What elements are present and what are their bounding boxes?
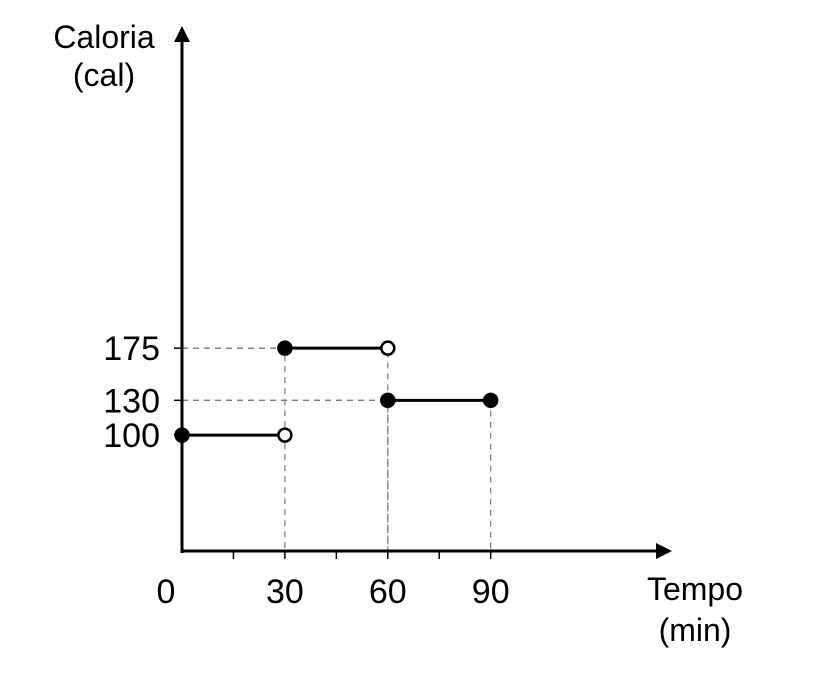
x-tick-label: 30	[266, 573, 304, 611]
closed-endpoint	[277, 340, 293, 356]
x-tick-label: 60	[369, 573, 407, 611]
open-endpoint	[277, 427, 293, 443]
guides-layer	[182, 347, 492, 551]
x-axis-title-line1: Tempo	[647, 571, 743, 607]
segments-layer	[174, 340, 499, 443]
open-endpoint	[380, 340, 396, 356]
guide-line	[182, 347, 286, 551]
y-axis-arrow	[174, 26, 190, 42]
closed-endpoint	[174, 427, 190, 443]
y-tick-label: 100	[103, 417, 160, 455]
guide-line	[182, 399, 492, 551]
axes	[174, 26, 672, 559]
x-tick-label: 0	[157, 573, 176, 611]
x-axis-arrow	[656, 543, 672, 559]
labels-layer: Caloria (cal) Tempo (min)	[53, 19, 743, 648]
x-tick-label: 90	[472, 573, 510, 611]
y-axis-title-line1: Caloria	[53, 19, 155, 55]
closed-endpoint	[482, 392, 499, 409]
y-axis-title-line2: (cal)	[73, 57, 135, 93]
closed-endpoint	[380, 392, 396, 409]
y-tick-label: 130	[103, 382, 160, 420]
x-axis-title-line2: (min)	[659, 612, 732, 648]
y-tick-label: 175	[103, 330, 160, 368]
